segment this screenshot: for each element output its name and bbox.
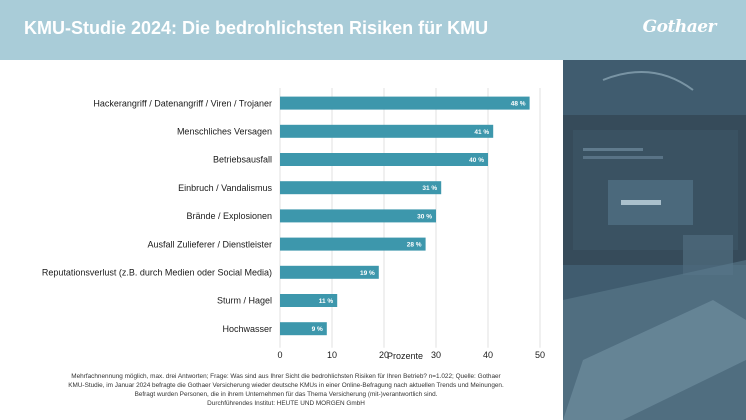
bar-value-label: 40 % [469, 157, 484, 164]
x-tick-label: 0 [277, 350, 282, 360]
category-label: Einbruch / Vandalismus [178, 183, 272, 193]
footnote-line-3: Befragt wurden Personen, die in ihrem Un… [134, 391, 438, 398]
photo-illustration [563, 60, 746, 420]
x-tick-label: 30 [431, 350, 441, 360]
bar [280, 294, 338, 307]
bar-value-label: 9 % [312, 326, 323, 333]
chart-x-ticks: 0 10 20 30 40 50 [277, 350, 545, 360]
bar-value-label: 48 % [511, 101, 526, 108]
bar [280, 265, 379, 279]
bar [280, 322, 327, 336]
category-label: Hochwasser [222, 324, 272, 334]
footnote-line-4: Durchführendes Institut: HEUTE UND MORGE… [207, 400, 365, 407]
bar-value-label: 31 % [422, 185, 437, 192]
category-label: Brände / Explosionen [186, 211, 272, 221]
chart-category-labels: Hackerangriff / Datenangriff / Viren / T… [42, 98, 273, 334]
bar [280, 153, 488, 166]
footnote: Mehrfachnennung möglich, max. drei Antwo… [26, 372, 546, 408]
page-title: KMU-Studie 2024: Die bedrohlichsten Risi… [24, 18, 489, 38]
category-label: Betriebsausfall [213, 155, 272, 165]
gothaer-logo: Gothaer [642, 17, 717, 37]
footnote-line-2: KMU-Studie, im Januar 2024 befragte die … [68, 382, 504, 389]
bar [280, 237, 426, 251]
x-tick-label: 10 [327, 350, 337, 360]
bar [280, 209, 436, 223]
bar [280, 96, 530, 110]
category-label: Ausfall Zulieferer / Dienstleister [147, 239, 272, 249]
x-tick-label: 50 [535, 350, 545, 360]
bar-value-label: 41 % [474, 129, 489, 136]
category-label: Menschliches Versagen [177, 127, 272, 137]
x-tick-label: 40 [483, 350, 493, 360]
category-label: Sturm / Hagel [217, 296, 272, 306]
footnote-line-1: Mehrfachnennung möglich, max. drei Antwo… [71, 373, 501, 380]
bar-value-label: 19 % [360, 270, 375, 277]
header-banner: KMU-Studie 2024: Die bedrohlichsten Risi… [0, 0, 746, 60]
category-label: Reputationsverlust (z.B. durch Medien od… [42, 268, 272, 278]
bar-value-label: 28 % [407, 242, 422, 249]
keyboard-photo [563, 60, 746, 420]
x-tick-label: 20 [379, 350, 389, 360]
category-label: Hackerangriff / Datenangriff / Viren / T… [93, 98, 272, 108]
bar [280, 124, 494, 138]
bar-value-label: 30 % [417, 213, 432, 220]
x-axis-label: Prozente [387, 351, 423, 360]
chart-bars: 48 % 41 % 40 % 31 % 30 % 28 % 19 % 11 % 9 % [280, 96, 530, 336]
bar-value-label: 11 % [319, 298, 334, 305]
bar [280, 181, 442, 195]
bar-chart: 48 % 41 % 40 % 31 % 30 % 28 % 19 % 11 % 9 % Hack… [42, 88, 545, 360]
